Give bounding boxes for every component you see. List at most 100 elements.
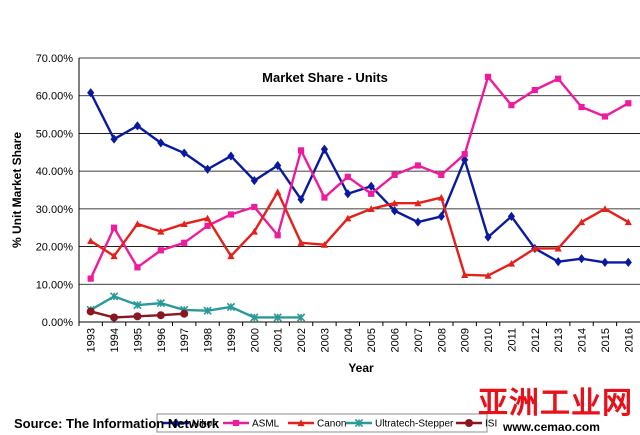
data-point-canon [110,252,118,260]
data-point-ultratech-stepper [296,313,306,322]
x-tick-label: 2007 [413,328,425,352]
data-point-asml [110,224,118,231]
legend-label-asml: ASML [252,419,280,430]
x-tick-label: 2010 [483,328,495,352]
data-point-asml [555,75,562,82]
data-point-canon [554,244,562,252]
data-point-ultratech-stepper [203,306,212,315]
y-axis: 0.00% 10.00% 20.00% 30.00% 40.00% 50.00% 60.00… [36,53,74,329]
x-tick-label: 1998 [203,328,215,352]
data-point-isi [86,307,95,316]
legend-marker-ultratech-stepper [354,418,364,428]
data-point-nikon [297,194,305,205]
data-point-canon [274,188,282,195]
grid [78,57,640,323]
x-tick-label: 2006 [390,328,402,352]
x-tick-label: 2003 [319,328,331,352]
data-point-nikon [110,134,118,144]
watermark-url: www.cemao.com [503,420,600,434]
data-point-asml [274,232,281,239]
data-point-canon [437,193,445,201]
data-point-nikon [87,88,95,98]
data-point-nikon [554,257,562,267]
data-point-isi [110,313,119,322]
data-point-nikon [390,206,399,216]
legend-marker-asml [232,419,240,427]
y-tick-label: 0.00% [42,317,73,329]
x-tick-label: 2002 [296,328,308,352]
series-line-canon [90,190,629,277]
data-point-canon [577,218,586,226]
data-point-asml [157,247,164,254]
legend-item-nikon: Nikon [163,418,218,430]
data-point-canon [157,227,165,235]
data-point-isi [133,312,142,321]
data-point-nikon [484,232,492,242]
data-point-asml [414,162,422,169]
data-point-canon [601,205,609,212]
x-tick-label: 1993 [86,328,98,352]
data-point-asml [297,147,305,154]
data-point-nikon [577,254,586,264]
legend-item-asml: ASML [223,419,280,430]
data-point-nikon [227,151,235,161]
data-point-nikon [414,217,422,227]
x-tick-label: 2005 [366,328,378,352]
data-point-ultratech-stepper [273,313,282,322]
x-tick-label: 2008 [436,328,448,352]
data-point-asml [438,171,445,179]
data-point-asml [625,100,632,107]
legend: Nikon ASML Canon Ultratech-Stepper ISI [163,418,497,430]
legend-label-ultratech-stepper: Ultratech-Stepper [375,419,454,430]
data-point-asml [508,102,515,109]
series-isi [86,307,189,322]
y-tick-label: 10.00% [36,279,74,291]
data-point-canon [344,214,352,222]
data-point-ultratech-stepper [109,292,119,301]
data-point-nikon [437,211,445,221]
data-point-ultratech-stepper [156,298,165,308]
data-point-asml [368,190,375,197]
data-point-canon [414,199,422,207]
y-tick-label: 50.00% [36,128,74,140]
data-point-ultratech-stepper [226,302,236,312]
data-point-nikon [507,211,516,221]
data-point-canon [297,239,305,246]
data-point-nikon [180,148,188,158]
series-layer [86,73,632,322]
data-point-canon [507,259,516,267]
legend-label-canon: Canon [317,419,346,430]
data-point-asml [531,86,538,94]
data-point-nikon [344,189,352,199]
data-point-asml [601,113,609,120]
data-point-canon [461,271,469,278]
y-axis-label: % Unit Market Share [10,132,24,248]
series-line-ultratech-stepper [90,295,302,319]
y-tick-label: 40.00% [36,166,74,178]
data-point-nikon [250,175,258,186]
data-point-asml [134,264,141,271]
watermark-logo-text: 亚洲工业网 [478,387,633,420]
data-point-canon [367,205,375,212]
data-point-nikon [133,121,142,131]
data-point-canon [624,218,632,226]
legend-label-nikon: Nikon [192,419,218,430]
data-point-asml [484,73,492,80]
legend-item-isi: ISI [456,419,497,430]
data-point-asml [461,151,468,158]
x-tick-label: 2004 [343,328,355,352]
series-canon [87,188,632,279]
legend-item-ultratech-stepper: Ultratech-Stepper [346,419,454,430]
x-tick-label: 2013 [553,328,565,352]
source-note: Source: The Information Network [14,416,220,431]
data-point-canon [227,252,235,260]
x-tick-label: 1997 [179,328,191,352]
data-point-asml [204,222,211,229]
x-tick-label: 1994 [109,328,121,352]
data-point-canon [203,214,212,222]
data-point-canon [320,241,329,248]
y-tick-label: 60.00% [36,91,74,103]
data-point-canon [133,220,142,228]
x-axis: 1993 1994 1995 1996 1997 1998 1999 2000 2001 2002… [78,322,635,352]
